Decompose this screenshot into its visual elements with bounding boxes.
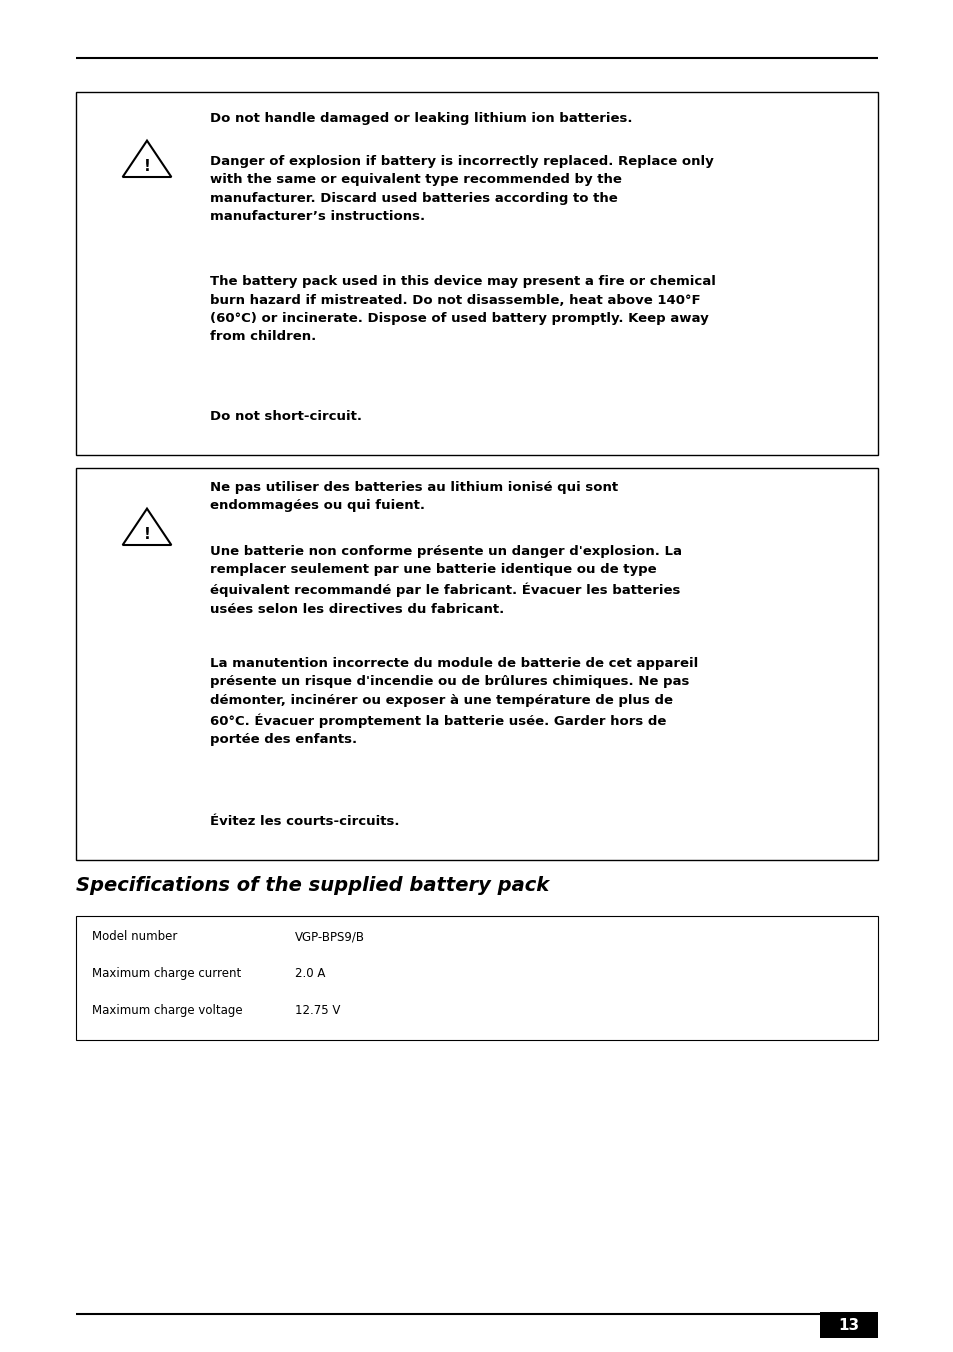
Text: Do not handle damaged or leaking lithium ion batteries.: Do not handle damaged or leaking lithium… [210, 112, 632, 124]
Text: Model number: Model number [91, 930, 177, 942]
Text: Évitez les courts-circuits.: Évitez les courts-circuits. [210, 815, 399, 827]
Text: Ne pas utiliser des batteries au lithium ionisé qui sont
endommagées ou qui fuie: Ne pas utiliser des batteries au lithium… [210, 481, 618, 512]
Text: !: ! [143, 527, 151, 542]
Text: 13: 13 [838, 1317, 859, 1333]
Bar [76, 468, 877, 860]
Text: 12.75 V: 12.75 V [294, 1005, 340, 1017]
Text: Maximum charge voltage: Maximum charge voltage [91, 1005, 242, 1017]
Text: The battery pack used in this device may present a fire or chemical
burn hazard : The battery pack used in this device may… [210, 274, 715, 343]
Text: Une batterie non conforme présente un danger d'explosion. La
remplacer seulement: Une batterie non conforme présente un da… [210, 545, 681, 615]
Text: La manutention incorrecte du module de batterie de cet appareil
présente un risq: La manutention incorrecte du module de b… [210, 657, 698, 746]
Text: Specifications of the supplied battery pack: Specifications of the supplied battery p… [76, 876, 549, 895]
Text: 2.0 A: 2.0 A [294, 967, 325, 980]
Bar [76, 92, 877, 456]
Text: Do not short-circuit.: Do not short-circuit. [210, 410, 361, 423]
Text: VGP-BPS9/B: VGP-BPS9/B [294, 930, 365, 942]
Text: Maximum charge current: Maximum charge current [91, 967, 241, 980]
Text: Danger of explosion if battery is incorrectly replaced. Replace only
with the sa: Danger of explosion if battery is incorr… [210, 155, 713, 223]
Text: !: ! [143, 160, 151, 174]
Bar [76, 917, 877, 1040]
Bar [820, 1311, 877, 1338]
